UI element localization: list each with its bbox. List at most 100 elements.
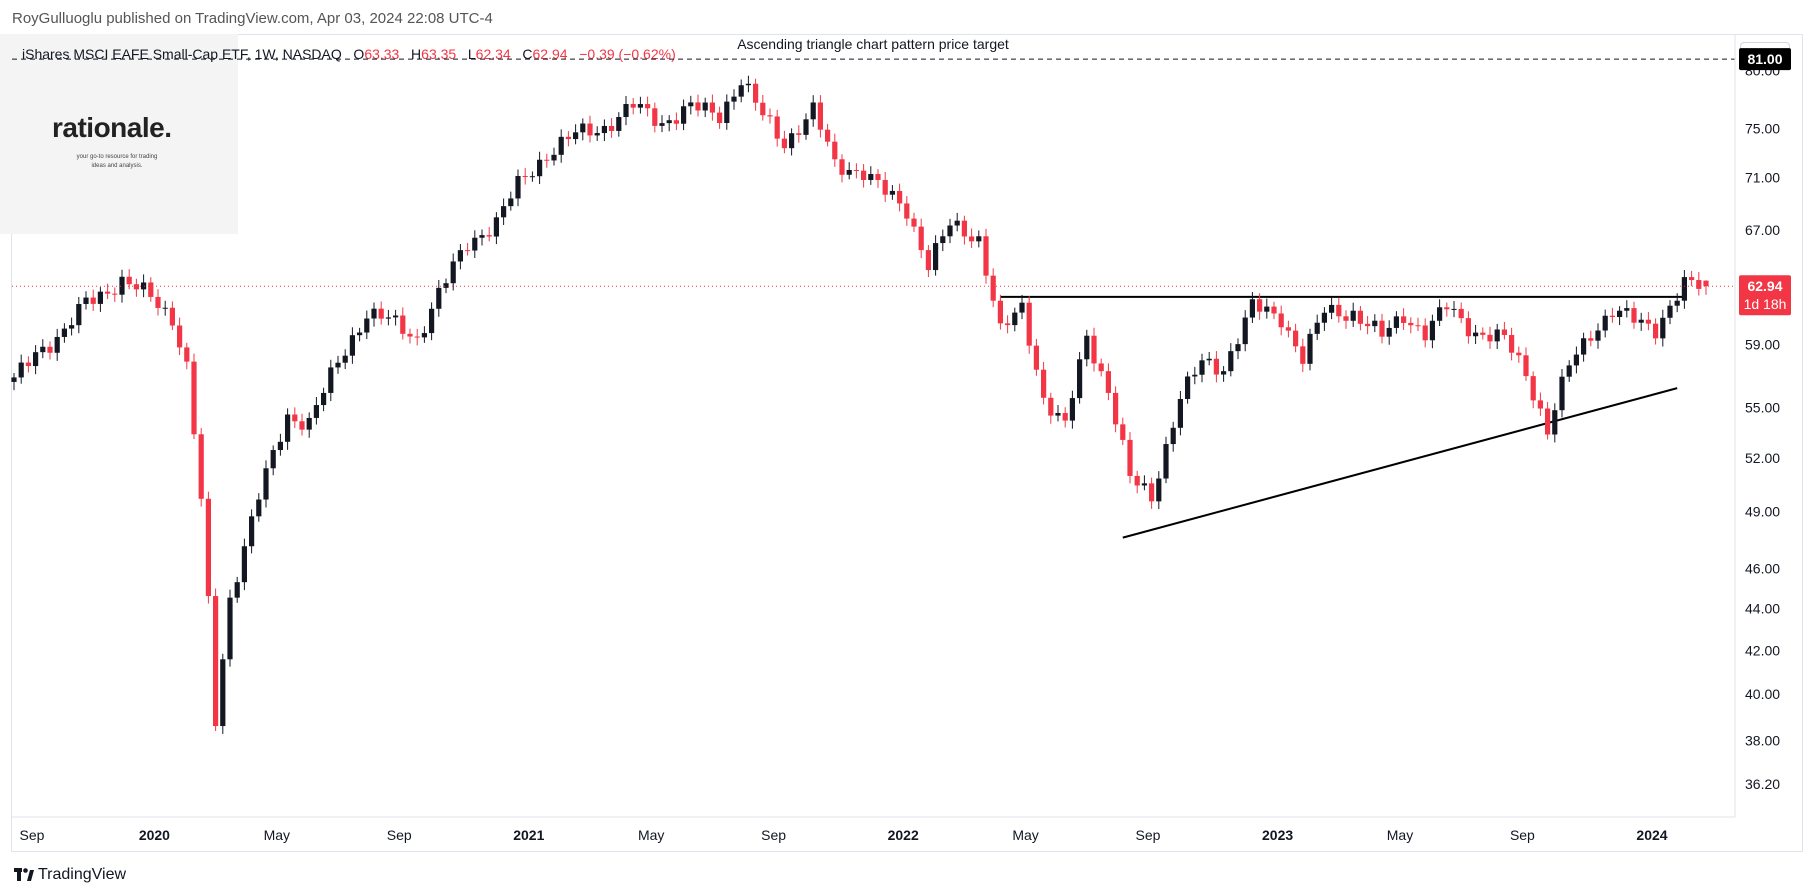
candle-body [1573,354,1579,366]
candle-body [861,170,867,181]
candle [1537,392,1543,416]
close-label: C [522,46,533,62]
candle-body [846,169,852,175]
candle [285,408,291,450]
candle-body [853,169,859,171]
candle [1113,386,1119,433]
candle [342,349,348,370]
candle [1645,312,1651,331]
candle [1681,270,1687,309]
candle [529,171,535,182]
candle [1588,330,1594,347]
candle [1350,302,1356,327]
tradingview-logo[interactable]: TradingView [14,866,126,884]
candle [270,445,276,476]
candle [97,287,103,312]
logo-tagline-1: your go-to resource for trading [76,154,158,160]
candle [875,169,881,188]
candle [69,317,75,336]
candle [1422,318,1428,348]
candle [767,108,773,124]
candle [1552,403,1558,443]
candle [1278,305,1284,336]
candle [450,253,456,291]
candle [1170,421,1176,452]
candle [969,228,975,248]
candle [882,171,888,203]
candle [1638,312,1644,331]
candle-body [1185,376,1191,399]
candle [1213,351,1219,383]
candle [1473,324,1479,345]
price-tick-label: 49.00 [1745,504,1780,520]
candle-body [933,243,939,271]
candle [1005,315,1011,334]
candle-body [335,362,341,368]
candle [472,230,478,258]
symbol-title[interactable]: iShares MSCI EAFE Small-Cap ETF, 1W, NAS… [22,46,342,62]
candle [133,278,139,297]
candle [364,310,370,340]
candle-body [1444,307,1450,310]
candle [976,230,982,248]
candle [313,396,319,425]
candle [983,228,989,284]
candle [141,274,147,298]
candle [839,154,845,183]
candle [515,169,521,207]
candle-body [789,133,795,149]
candle [1329,297,1335,320]
candle-body [1228,351,1234,372]
current-price-badge [1739,275,1791,316]
candle-body [126,276,132,285]
candle [1703,280,1709,295]
candle-body [1012,312,1018,326]
candle-body [1545,408,1551,435]
candle [414,328,420,346]
candle [1667,300,1673,325]
candle-body [508,198,514,207]
bar-countdown-label: 1d 18h [1744,296,1787,312]
candle-body [1242,317,1248,345]
candle-body [169,307,175,326]
candle [1206,351,1212,366]
candle-body [1350,310,1356,321]
candle [688,95,694,115]
candle-body [616,116,622,131]
candle [292,407,298,429]
candle [587,115,593,143]
candle-body [825,129,831,142]
candle [810,95,816,127]
candle-body [47,346,53,353]
candle-body [1681,277,1687,301]
candle [112,287,118,302]
candle [724,94,730,130]
candle [551,147,557,166]
candle [1077,351,1083,404]
candle [911,212,917,232]
candle-body [659,123,665,126]
candle [1314,314,1320,340]
candle-body [40,346,46,353]
candle-body [1609,315,1615,318]
candle-body [407,333,413,337]
candle [997,294,1003,330]
candle-body [1458,308,1464,319]
candle-body [1249,299,1255,318]
candle [76,296,82,334]
time-tick-label: 2024 [1636,827,1667,843]
candle [486,227,492,242]
candle-body [1429,320,1435,341]
candle [1458,302,1464,324]
candle [1393,311,1399,334]
support-trendline [1122,387,1678,539]
candle [853,163,859,179]
candle-body [529,176,535,178]
candle-body [1422,325,1428,341]
candle-body [357,332,363,336]
candle [1062,407,1068,428]
candle [601,119,607,142]
candle-body [724,101,730,123]
candle [421,326,427,343]
